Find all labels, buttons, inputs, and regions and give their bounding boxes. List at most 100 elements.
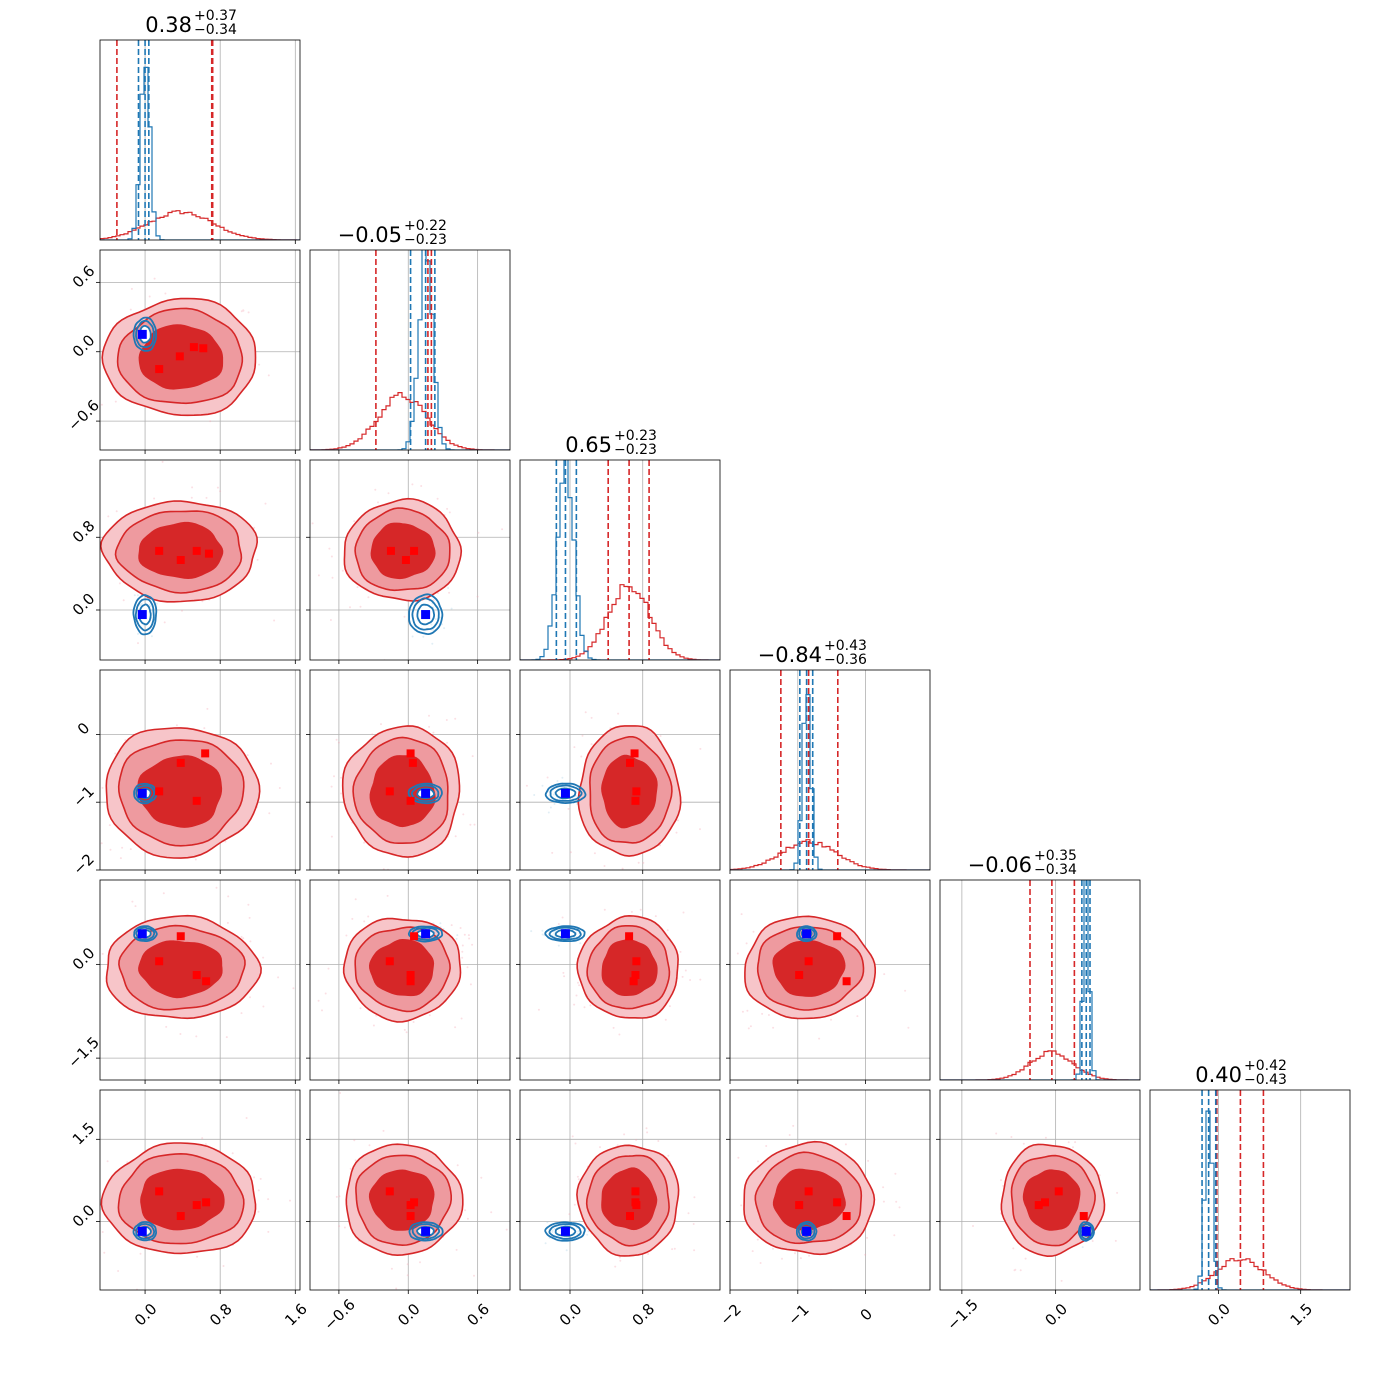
sample-point — [273, 619, 276, 622]
sample-point — [551, 851, 554, 854]
sample-point — [844, 1143, 847, 1146]
x-tick-label: 0 — [857, 1305, 876, 1324]
sample-point — [573, 746, 576, 749]
blue-histogram — [940, 880, 1140, 1080]
sample-point — [337, 741, 340, 744]
sample-point — [292, 987, 295, 990]
sample-point — [895, 1200, 898, 1203]
sample-point — [866, 1236, 868, 1239]
sample-point — [747, 1027, 750, 1030]
sample-point — [501, 528, 504, 531]
sample-point — [100, 403, 103, 406]
sample-point — [699, 828, 701, 831]
red-marker — [155, 546, 164, 555]
red-marker — [192, 796, 201, 805]
red-marker — [192, 546, 201, 555]
x-tick-label: 0.0 — [394, 1300, 424, 1330]
sample-point — [242, 309, 245, 312]
blue-marker — [137, 788, 147, 798]
sample-point — [590, 743, 593, 746]
sample-point — [599, 1146, 601, 1149]
sample-point — [108, 824, 111, 827]
blue-histogram — [1150, 1110, 1350, 1290]
sample-point — [642, 861, 645, 864]
sample-point — [103, 1251, 106, 1254]
sample-point — [591, 890, 593, 892]
x-tick-label: 0.0 — [556, 1300, 586, 1330]
sample-point — [581, 734, 584, 737]
panel-3-2 — [516, 669, 721, 892]
panel-frame — [309, 879, 511, 1081]
sample-point — [445, 719, 448, 721]
sample-point — [446, 741, 449, 744]
sample-point — [618, 1033, 621, 1036]
red-marker — [631, 1187, 640, 1196]
histogram-2: 0.65 +0.23−0.23 — [519, 428, 721, 664]
red-marker — [629, 977, 638, 986]
panel-4-0: 0.0 −1.5 — [64, 879, 301, 1084]
sample-point — [129, 848, 132, 851]
sample-point — [100, 842, 103, 845]
sample-point — [139, 604, 141, 607]
sample-point — [139, 1252, 142, 1255]
sample-point — [461, 950, 464, 953]
sample-point — [1022, 1142, 1025, 1145]
red-contour-inner — [369, 755, 436, 828]
sample-point — [175, 724, 178, 727]
y-tick-label: 0.0 — [69, 590, 99, 620]
sample-point — [246, 754, 249, 757]
sample-point — [428, 725, 431, 728]
sample-point — [101, 952, 104, 955]
sample-point — [403, 615, 406, 618]
sample-point — [209, 420, 212, 423]
y-tick-label: 0.0 — [69, 944, 99, 974]
sample-point — [589, 1004, 592, 1007]
red-marker — [632, 957, 641, 966]
sample-point — [124, 739, 127, 742]
sample-point — [583, 1006, 586, 1009]
sample-point — [115, 510, 118, 513]
sample-point — [547, 811, 550, 814]
sample-point — [130, 287, 133, 290]
panel-5-4: −1.5 0.0 — [936, 1089, 1141, 1334]
sample-point — [179, 1033, 182, 1035]
sample-point — [353, 520, 356, 523]
sample-point — [148, 295, 151, 298]
sample-point — [403, 1028, 406, 1031]
sample-point — [101, 786, 104, 789]
sample-point — [699, 978, 702, 981]
red-marker — [833, 1198, 842, 1207]
sample-point — [333, 775, 335, 778]
sample-point — [349, 1167, 352, 1170]
red-marker — [406, 749, 415, 758]
sample-point — [240, 935, 243, 938]
sample-point — [253, 1176, 256, 1179]
sample-point — [374, 488, 377, 491]
sample-point — [117, 1270, 120, 1272]
sample-point — [541, 929, 544, 932]
title-minus: −0.36 — [824, 652, 867, 668]
title-median: −0.06 — [968, 853, 1032, 877]
sample-point — [153, 497, 156, 500]
panel-frame — [939, 879, 1141, 1081]
blue-contour — [133, 782, 158, 805]
sample-point — [77, 832, 79, 834]
title-median: −0.84 — [758, 643, 822, 667]
sample-point — [94, 317, 96, 319]
sample-point — [371, 733, 374, 736]
sample-point — [574, 1142, 577, 1145]
blue-contour — [135, 319, 155, 349]
sample-point — [577, 981, 579, 984]
sample-point — [1072, 1146, 1074, 1149]
panel-3-0: 0 −1 −2 — [69, 669, 301, 879]
sample-point — [689, 979, 692, 981]
sample-point — [1098, 1174, 1101, 1177]
blue-contour — [410, 784, 440, 802]
sample-point — [459, 927, 462, 929]
sample-point — [1010, 1136, 1013, 1138]
title-minus: −0.43 — [1244, 1072, 1287, 1088]
sample-point — [635, 1138, 638, 1141]
sample-point — [203, 727, 206, 730]
blue-marker — [560, 929, 570, 939]
sample-point — [590, 716, 593, 719]
